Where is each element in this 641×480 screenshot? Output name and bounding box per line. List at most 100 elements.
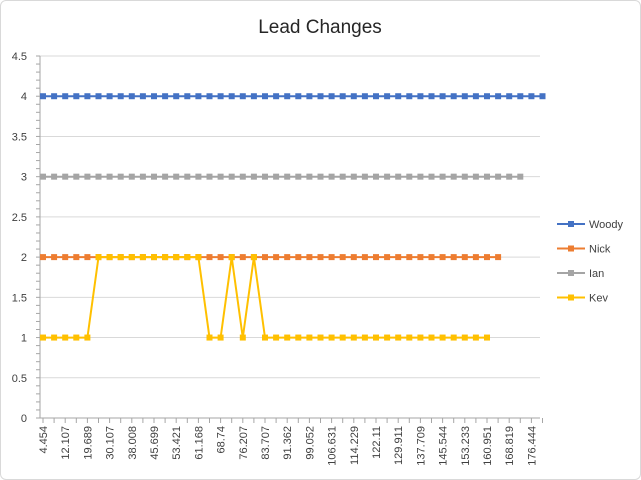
data-point <box>217 93 224 100</box>
data-point <box>484 93 490 100</box>
data-point <box>484 173 490 180</box>
data-point <box>317 173 324 180</box>
data-point <box>406 254 413 261</box>
data-point <box>195 93 202 100</box>
data-point <box>373 254 379 261</box>
data-point <box>373 173 379 180</box>
data-point <box>250 173 257 180</box>
data-point <box>484 334 490 341</box>
x-tick-label: 53.421 <box>171 426 183 460</box>
data-point <box>173 254 180 261</box>
data-point <box>51 254 58 261</box>
data-point <box>461 334 468 341</box>
data-point <box>206 93 213 100</box>
data-point <box>151 254 157 261</box>
data-point <box>162 173 169 180</box>
data-point <box>217 173 224 180</box>
data-point <box>40 254 46 261</box>
data-point <box>262 254 268 261</box>
x-tick-label: 145.544 <box>438 426 450 466</box>
data-point <box>317 93 324 100</box>
data-point <box>361 173 368 180</box>
legend-item-ian: Ian <box>557 268 604 280</box>
x-tick-label: 45.699 <box>149 426 161 460</box>
data-point <box>450 334 457 341</box>
x-tick-label: 99.052 <box>304 426 316 460</box>
data-point <box>439 93 446 100</box>
x-tick-label: 83.707 <box>260 426 272 460</box>
data-point <box>239 173 246 180</box>
data-point <box>217 254 224 261</box>
data-point <box>373 334 379 341</box>
data-point <box>450 93 457 100</box>
data-point <box>361 334 368 341</box>
data-point <box>40 334 46 341</box>
data-point <box>117 173 124 180</box>
data-point <box>51 93 58 100</box>
data-point <box>395 93 402 100</box>
data-point <box>428 93 435 100</box>
data-point <box>284 334 291 341</box>
series-kev <box>40 254 490 341</box>
data-point <box>95 254 102 261</box>
data-point <box>472 173 479 180</box>
data-point <box>295 93 302 100</box>
legend: Woody Nick Ian Kev <box>557 219 624 305</box>
x-tick-label: 129.911 <box>393 426 405 465</box>
data-point <box>295 254 302 261</box>
data-point <box>162 93 169 100</box>
data-point <box>328 173 335 180</box>
data-point <box>339 93 346 100</box>
legend-item-nick: Nick <box>557 244 611 256</box>
axis-layer: 0 0.5 1 1.5 2 2.5 3 3.5 4 4.5 4.454 12.107 19.689 30.… <box>12 51 543 466</box>
legend-item-woody: Woody <box>557 219 624 231</box>
data-point <box>84 173 91 180</box>
data-point <box>51 173 58 180</box>
y-tick-label: 3 <box>21 172 27 184</box>
data-point <box>139 173 146 180</box>
data-point <box>461 93 468 100</box>
data-point <box>128 93 135 100</box>
data-point <box>395 254 402 261</box>
y-tick-label: 2.5 <box>12 212 27 224</box>
data-point <box>428 173 435 180</box>
data-point <box>439 254 446 261</box>
data-point <box>228 93 235 100</box>
data-point <box>417 173 424 180</box>
data-point <box>206 173 213 180</box>
x-tick-label: 68.74 <box>216 426 228 454</box>
data-point <box>73 334 80 341</box>
data-point <box>284 173 291 180</box>
data-point <box>417 334 424 341</box>
data-point <box>284 254 291 261</box>
data-point <box>84 254 91 261</box>
data-point <box>151 173 157 180</box>
y-tick-label: 0.5 <box>12 373 27 385</box>
data-point <box>184 173 191 180</box>
data-point <box>106 254 113 261</box>
data-point <box>306 334 313 341</box>
data-point <box>406 334 413 341</box>
legend-marker <box>568 270 574 276</box>
data-point <box>250 254 257 261</box>
data-point <box>450 173 457 180</box>
legend-marker <box>568 221 574 227</box>
data-point <box>139 93 146 100</box>
data-point <box>317 254 324 261</box>
data-point <box>461 173 468 180</box>
data-point <box>262 93 268 100</box>
data-point <box>128 173 135 180</box>
data-point <box>428 254 435 261</box>
data-point <box>262 334 268 341</box>
data-point <box>73 254 80 261</box>
data-point <box>350 334 357 341</box>
x-tick-label: 38.008 <box>127 426 139 460</box>
legend-marker <box>568 294 574 301</box>
x-tick-label: 153.233 <box>460 426 472 466</box>
data-point <box>206 254 213 261</box>
data-point <box>206 334 213 341</box>
data-point <box>228 254 235 261</box>
data-point <box>62 254 69 261</box>
x-tick-label: 91.362 <box>282 426 294 460</box>
